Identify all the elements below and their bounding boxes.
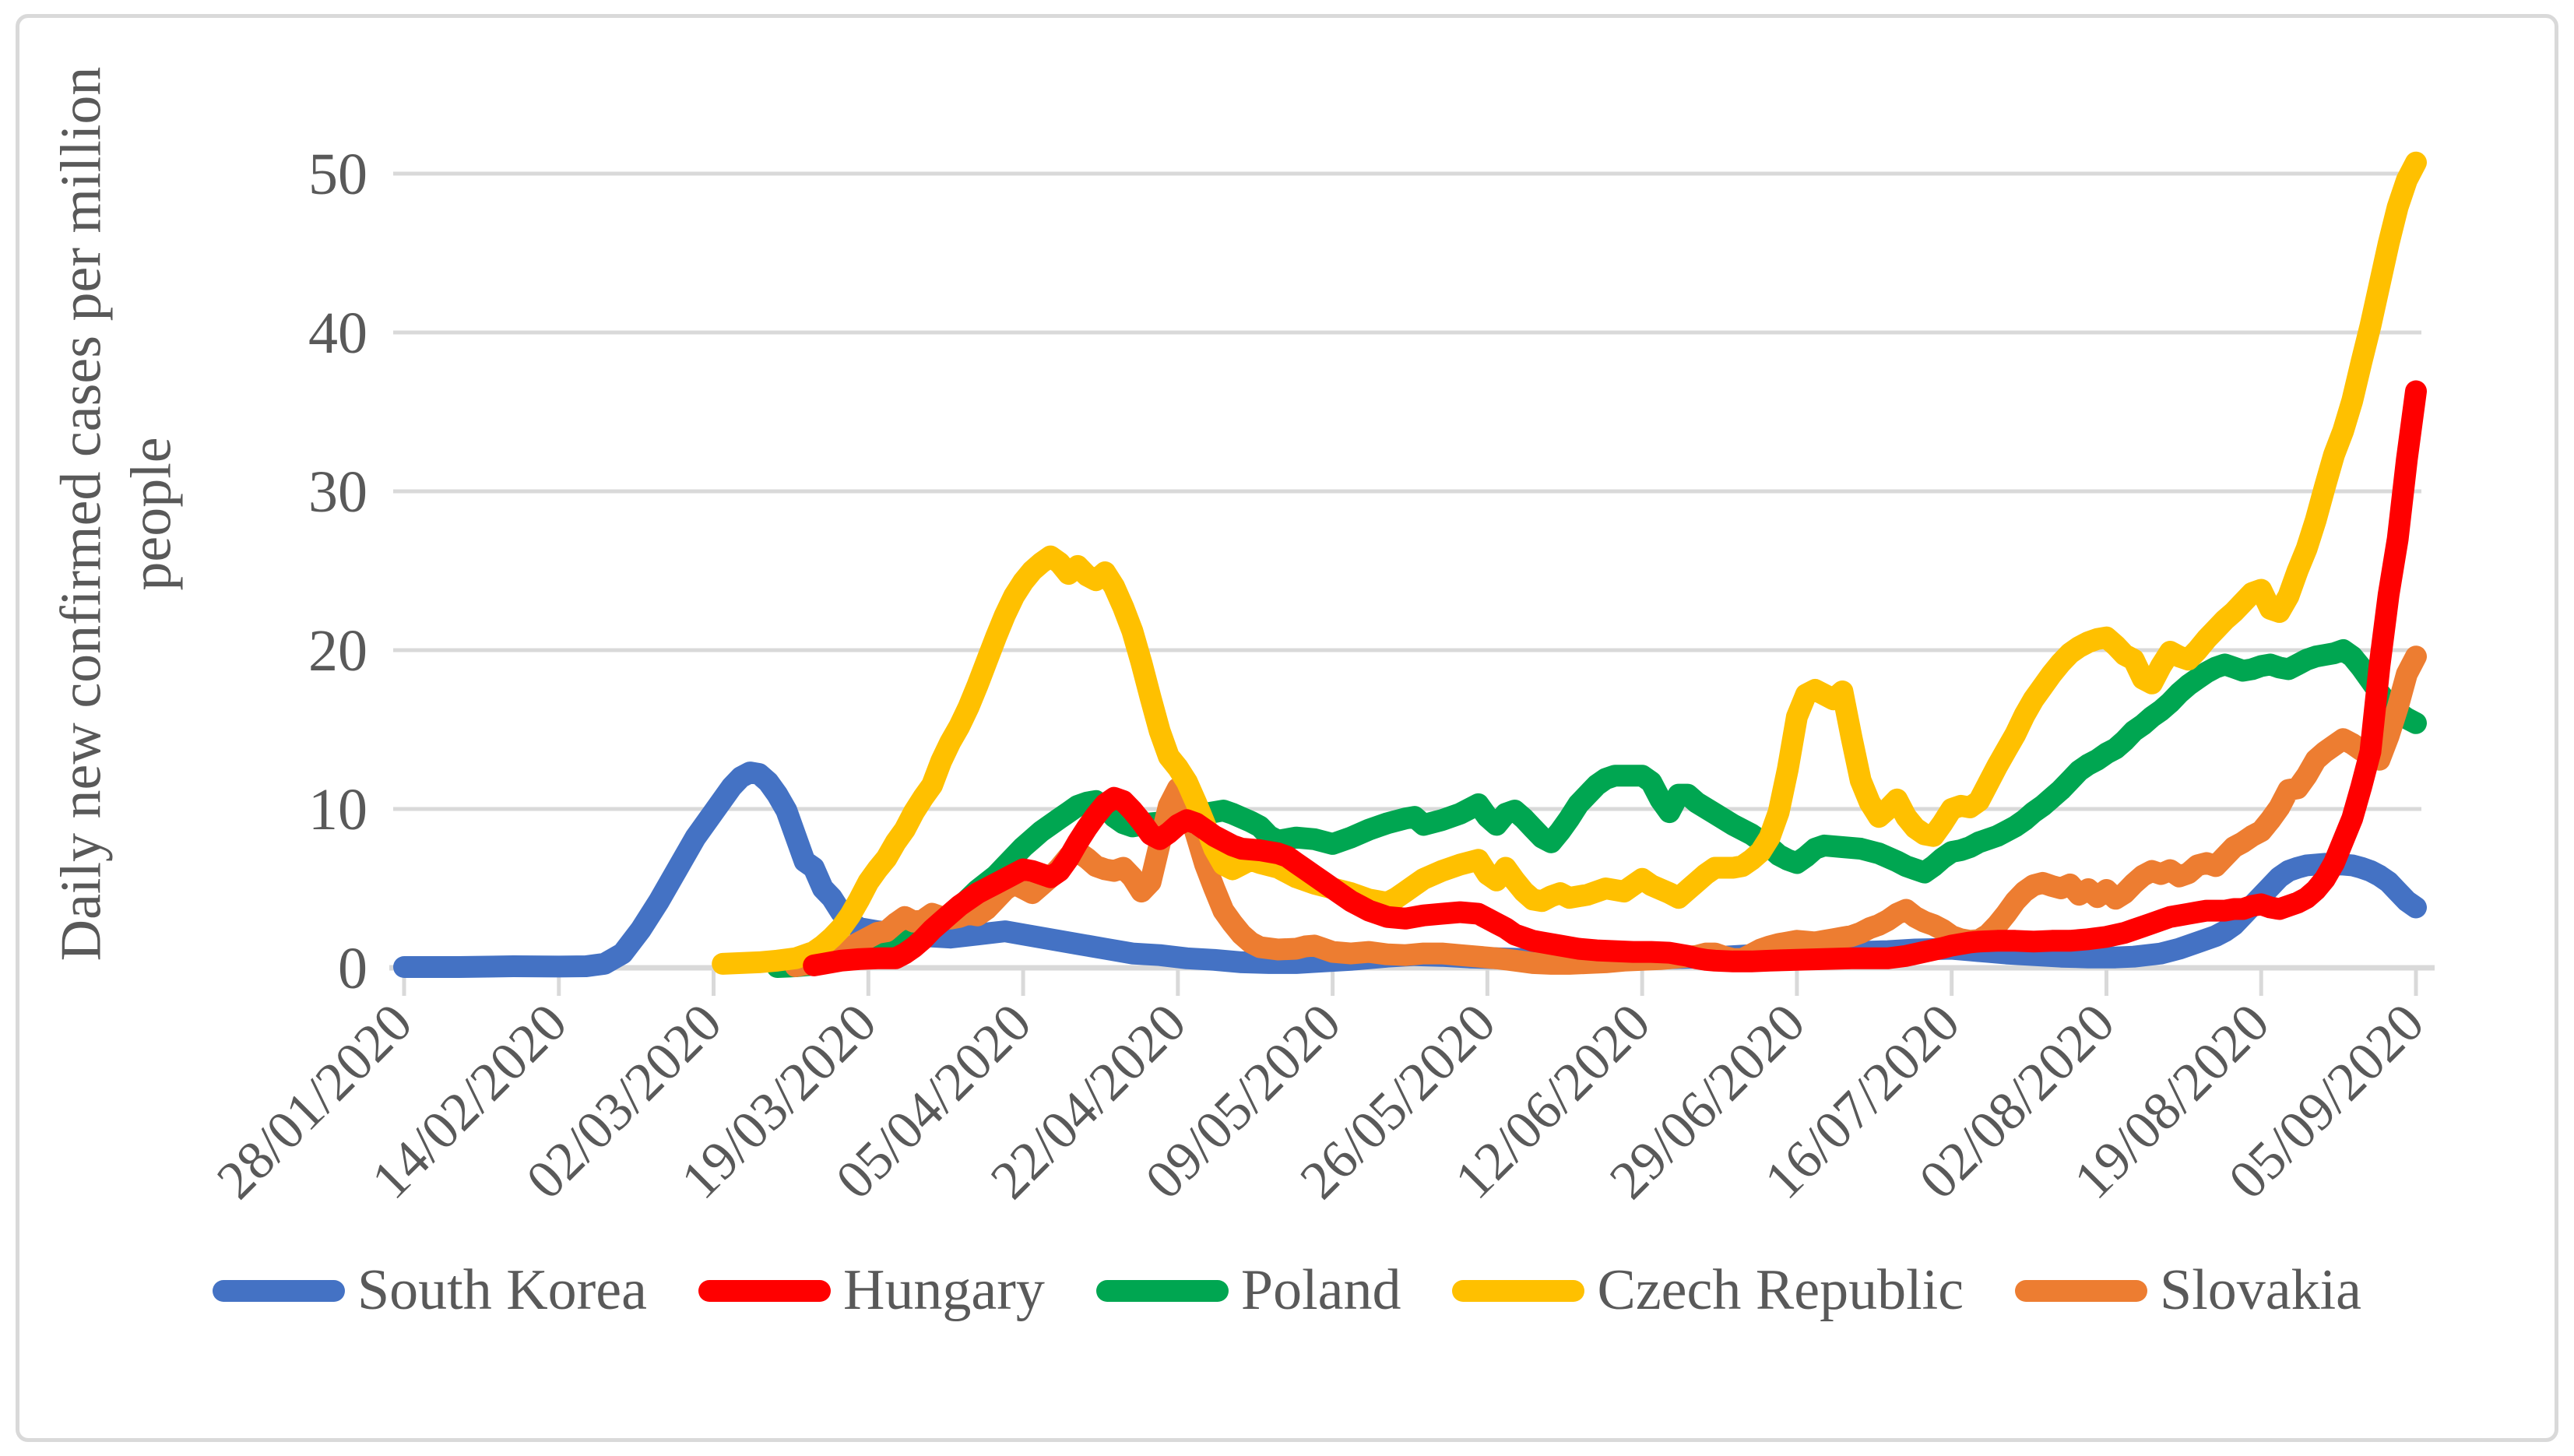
y-tick-label-10: 10 [308,777,367,842]
legend-swatch-icon [2015,1279,2148,1302]
series-line-czech-republic [712,151,2427,975]
legend-label: Hungary [842,1258,1045,1322]
legend-item-slovakia: Slovakia [2015,1257,2361,1324]
legend-swatch-icon [1452,1279,1585,1302]
legend-item-czech-republic: Czech Republic [1452,1257,1964,1324]
x-axis-tick-labels: 28/01/202014/02/202002/03/202019/03/2020… [206,993,2435,1211]
data-series-lines [393,151,2427,978]
y-axis-title-line1: Daily new confirmed cases per million [49,66,114,962]
legend-swatch-icon [1095,1279,1229,1302]
legend-swatch-icon [212,1279,345,1302]
y-tick-label-20: 20 [308,618,367,684]
series-line-hungary [803,380,2427,976]
y-tick-label-50: 50 [308,142,367,207]
y-tick-label-40: 40 [308,301,367,366]
y-axis-tick-labels: 0 10 20 30 40 50 [308,142,367,1001]
legend-label: South Korea [357,1258,647,1322]
legend-label: Czech Republic [1597,1258,1964,1322]
x-axis-line [389,965,2435,996]
legend: South Korea Hungary Poland Czech Republic Sl… [0,1257,2574,1324]
legend-label: Poland [1240,1258,1401,1322]
legend-item-south-korea: South Korea [212,1257,647,1324]
y-tick-label-0: 0 [338,936,367,1001]
y-axis-title-line2: people [120,437,184,591]
legend-item-poland: Poland [1095,1257,1401,1324]
legend-label: Slovakia [2160,1258,2362,1322]
gridlines [393,171,2421,811]
legend-swatch-icon [698,1279,831,1302]
y-tick-label-30: 30 [308,459,367,525]
legend-item-hungary: Hungary [698,1257,1045,1324]
y-axis-title: Daily new confirmed cases per million pe… [47,67,188,962]
